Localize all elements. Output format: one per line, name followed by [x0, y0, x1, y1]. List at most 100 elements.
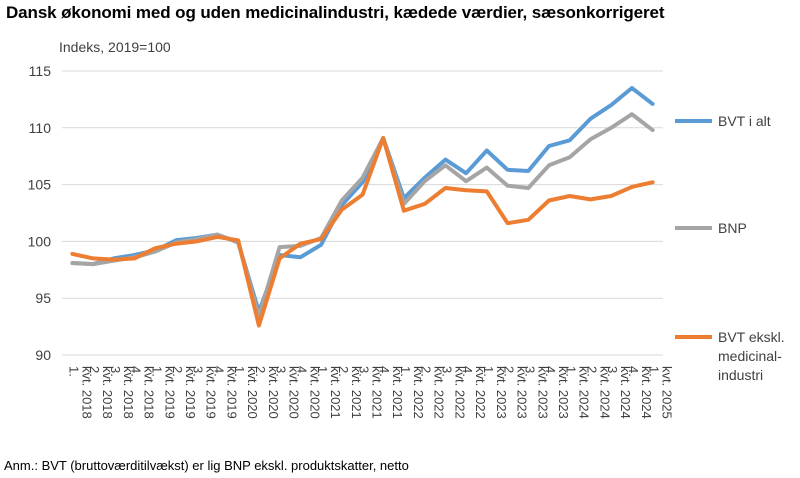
- svg-text:kvt. 2021: kvt. 2021: [349, 366, 364, 419]
- legend-label: industri: [718, 367, 763, 383]
- svg-text:kvt. 2022: kvt. 2022: [432, 366, 447, 419]
- svg-text:1.: 1.: [232, 366, 247, 377]
- svg-text:kvt. 2023: kvt. 2023: [494, 366, 509, 419]
- svg-text:kvt. 2021: kvt. 2021: [390, 366, 405, 419]
- svg-text:2.: 2.: [419, 366, 434, 377]
- svg-text:1.: 1.: [315, 366, 330, 377]
- svg-text:1.: 1.: [481, 366, 496, 377]
- x-tick-label: 2.kvt. 2021: [336, 366, 364, 419]
- svg-text:kvt. 2018: kvt. 2018: [142, 366, 157, 419]
- series-line-2: [70, 112, 655, 319]
- y-tick-label: 90: [35, 347, 51, 363]
- x-tick-label: 4.kvt. 2019: [211, 366, 239, 419]
- svg-text:kvt. 2019: kvt. 2019: [162, 366, 177, 419]
- y-tick-label: 100: [28, 233, 52, 249]
- x-tick-label: 1.kvt. 2021: [315, 366, 343, 419]
- x-tick-label: 4.kvt. 2024: [626, 366, 654, 419]
- svg-text:4.: 4.: [129, 366, 144, 377]
- svg-text:4.: 4.: [294, 366, 309, 377]
- svg-text:kvt. 2023: kvt. 2023: [556, 366, 571, 419]
- legend: BVT i alt BNP BVT ekskl. medicinal-industri: [675, 113, 785, 383]
- svg-text:kvt. 2021: kvt. 2021: [370, 366, 385, 419]
- legend-label: BVT i alt: [718, 113, 771, 129]
- svg-text:4.: 4.: [543, 366, 558, 377]
- svg-text:kvt. 2019: kvt. 2019: [204, 366, 219, 419]
- x-tick-label: 3.kvt. 2023: [522, 366, 550, 419]
- svg-text:2.: 2.: [170, 366, 185, 377]
- series-line-1: [70, 86, 655, 314]
- svg-text:3.: 3.: [274, 366, 289, 377]
- svg-text:kvt. 2024: kvt. 2024: [577, 366, 592, 419]
- x-tick-label: 2.kvt. 2018: [87, 366, 115, 419]
- svg-text:kvt. 2018: kvt. 2018: [121, 366, 136, 419]
- svg-text:3.: 3.: [108, 366, 123, 377]
- x-tick-label: 1.kvt. 2019: [149, 366, 177, 419]
- x-tick-label: 4.kvt. 2018: [129, 366, 157, 419]
- svg-text:kvt. 2019: kvt. 2019: [183, 366, 198, 419]
- svg-text:1.: 1.: [564, 366, 579, 377]
- y-tick-label: 110: [29, 120, 52, 136]
- svg-text:3.: 3.: [191, 366, 206, 377]
- legend-label: BNP: [718, 220, 747, 236]
- x-tick-label: 4.kvt. 2020: [294, 366, 322, 419]
- svg-text:kvt. 2022: kvt. 2022: [452, 366, 467, 419]
- x-tick-label: 2.kvt. 2023: [502, 366, 530, 419]
- x-tick-label: 4.kvt. 2023: [543, 366, 571, 419]
- svg-text:3.: 3.: [605, 366, 620, 377]
- y-tick-label: 95: [35, 290, 51, 306]
- x-tick-label: 2.kvt. 2022: [419, 366, 447, 419]
- series-lines: [70, 86, 655, 328]
- svg-text:1.: 1.: [398, 366, 413, 377]
- y-axis-label: Indeks, 2019=100: [59, 39, 171, 55]
- x-tick-label: 1.kvt. 2024: [564, 366, 592, 419]
- svg-text:2.: 2.: [87, 366, 102, 377]
- svg-text:kvt. 2023: kvt. 2023: [515, 366, 530, 419]
- x-tick-label: 4.kvt. 2021: [377, 366, 405, 419]
- svg-text:4.: 4.: [626, 366, 641, 377]
- x-tick-label: 4.kvt. 2022: [460, 366, 488, 419]
- svg-text:kvt. 2024: kvt. 2024: [597, 366, 612, 419]
- x-tick-label: 1.kvt. 2023: [481, 366, 509, 419]
- svg-text:kvt. 2019: kvt. 2019: [224, 366, 239, 419]
- svg-text:kvt. 2022: kvt. 2022: [473, 366, 488, 419]
- svg-text:kvt. 2020: kvt. 2020: [307, 366, 322, 419]
- y-tick-label: 115: [29, 63, 52, 79]
- svg-text:kvt. 2018: kvt. 2018: [79, 366, 94, 419]
- svg-text:kvt. 2020: kvt. 2020: [266, 366, 281, 419]
- x-tick-label: 1.kvt. 2018: [66, 366, 94, 419]
- svg-text:2.: 2.: [253, 366, 268, 377]
- series-line-3: [70, 136, 655, 328]
- x-tick-label: 2.kvt. 2020: [253, 366, 281, 419]
- svg-text:kvt. 2023: kvt. 2023: [535, 366, 550, 419]
- chart-title: Dansk økonomi med og uden medicinalindus…: [6, 3, 665, 22]
- x-tick-label: 3.kvt. 2021: [357, 366, 385, 419]
- x-tick-label: 1.kvt. 2022: [398, 366, 426, 419]
- x-tick-label: 3.kvt. 2020: [274, 366, 302, 419]
- svg-text:2.: 2.: [502, 366, 517, 377]
- svg-text:kvt. 2020: kvt. 2020: [287, 366, 302, 419]
- legend-label: medicinal-: [718, 348, 782, 364]
- svg-text:4.: 4.: [377, 366, 392, 377]
- svg-text:3.: 3.: [439, 366, 454, 377]
- y-tick-label: 105: [28, 177, 52, 193]
- svg-text:kvt. 2018: kvt. 2018: [100, 366, 115, 419]
- x-tick-label: 3.kvt. 2019: [191, 366, 219, 419]
- svg-text:2.: 2.: [584, 366, 599, 377]
- svg-text:1.: 1.: [66, 366, 81, 377]
- svg-text:kvt. 2020: kvt. 2020: [245, 366, 260, 419]
- svg-text:3.: 3.: [357, 366, 372, 377]
- x-tick-label: 3.kvt. 2024: [605, 366, 633, 419]
- y-axis-ticks: 90 95 100 105 110 115: [28, 63, 52, 363]
- x-tick-label: 2.kvt. 2024: [584, 366, 612, 419]
- gridlines: [62, 70, 663, 356]
- x-tick-label: 3.kvt. 2018: [108, 366, 136, 419]
- svg-text:2.: 2.: [336, 366, 351, 377]
- x-tick-label: 1.kvt. 2020: [232, 366, 260, 419]
- legend-label: BVT ekskl.: [718, 329, 785, 345]
- svg-text:3.: 3.: [522, 366, 537, 377]
- svg-text:kvt. 2025: kvt. 2025: [660, 366, 675, 419]
- svg-text:1.: 1.: [647, 366, 662, 377]
- x-tick-label: 2.kvt. 2019: [170, 366, 198, 419]
- x-tick-label: 1.kvt. 2025: [647, 366, 675, 419]
